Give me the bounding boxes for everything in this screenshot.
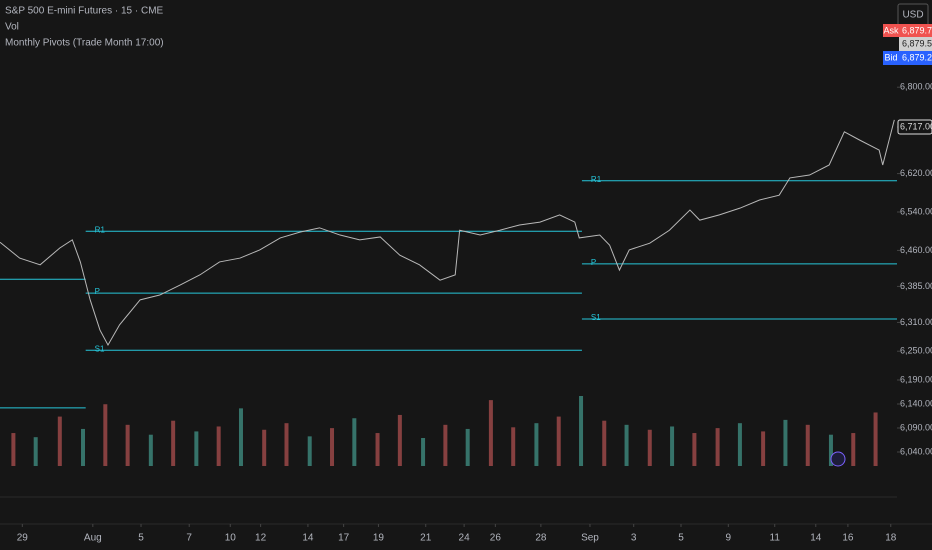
y-tick-label: 6,620.00 [900,168,932,178]
x-tick-label: 28 [535,533,547,544]
pivot-label: S1 [591,313,601,322]
volume-bar [488,400,493,466]
pivot-label: R1 [95,225,106,234]
ask-badge [883,24,899,37]
x-tick-label: 14 [810,533,822,544]
volume-bar [11,433,16,466]
volume-bar [57,416,62,466]
volume-bar [851,433,856,466]
volume-bar [148,434,153,466]
indicator-label: Vol [5,22,19,33]
volume-bar [375,433,380,466]
x-tick-label: 7 [186,533,192,544]
y-tick-label: 6,460.00 [900,245,932,255]
pivot-label: P [591,258,596,267]
y-tick-label: 6,385.00 [900,281,932,291]
volume-bar [579,396,584,466]
y-tick-label: 6,250.00 [900,346,932,356]
volume-bar [125,424,130,466]
volume-bar [284,423,289,466]
volume-bar [670,426,675,466]
volume-bar [194,431,199,466]
volume-bar [783,419,788,466]
volume-bar [805,424,810,466]
y-tick-label: 6,800.00 [900,82,932,92]
volume-bar [443,424,448,466]
bid-price: 6,879.25 [902,52,932,62]
last-price-label: 6,717.00 [900,121,932,131]
volume-bar [307,436,312,466]
y-tick-label: 6,090.00 [900,422,932,432]
x-tick-label: 16 [842,533,854,544]
volume-bar [534,423,539,466]
x-tick-label: 17 [338,533,350,544]
bid-label: Bid [884,52,897,62]
bid-price-box [899,51,932,65]
y-tick-label: 6,190.00 [900,374,932,384]
ask-price: 6,879.75 [902,25,932,35]
volume-bar [715,428,720,466]
volume-bar [692,433,697,466]
volume-bar [511,427,516,466]
volume-bar [737,423,742,466]
x-tick-label: 21 [420,533,432,544]
mid-price: 6,879.50 [902,38,932,48]
y-tick-label: 6,310.00 [900,317,932,327]
volume-bar [397,414,402,466]
volume-bar [262,429,267,466]
volume-bar [216,426,221,466]
volume-bar [873,412,878,466]
x-tick-label: 5 [138,533,144,544]
volume-bar [624,424,629,466]
pivot-label: S1 [95,344,105,353]
bid-badge [883,51,899,65]
x-tick-label: 18 [885,533,897,544]
x-tick-label: 26 [490,533,502,544]
volume-bar [81,428,86,466]
price-line [0,119,895,346]
last-price-box [897,119,932,135]
event-icon[interactable] [830,451,846,467]
x-tick-label: Aug [84,533,102,544]
pivot-label: P [95,287,100,296]
indicator-label: Monthly Pivots (Trade Month 17:00) [5,38,164,49]
ask-price-box [899,24,932,37]
y-tick-label: 6,040.00 [900,446,932,456]
volume-bar [33,437,38,466]
currency[interactable]: USD [902,10,923,21]
x-tick-label: 12 [255,533,267,544]
volume-bar [421,438,426,466]
volume-bar [238,408,243,466]
volume-bar [556,416,561,466]
volume-bar [761,431,766,466]
volume-bar [171,420,176,466]
chart-title: S&P 500 E-mini Futures · 15 · CME [5,6,164,17]
mid-price-box [899,37,932,51]
x-tick-label: 3 [631,533,637,544]
y-tick-label: 6,140.00 [900,398,932,408]
x-tick-label: 11 [770,533,781,544]
x-tick-label: 5 [678,533,684,544]
x-tick-label: 10 [225,533,237,544]
volume-bar [647,429,652,466]
ask-label: Ask [883,25,899,35]
volume-bar [828,434,833,466]
x-tick-label: 14 [302,533,314,544]
volume-bar [330,428,335,466]
x-tick-label: 9 [726,533,732,544]
x-tick-label: 19 [373,533,385,544]
y-tick-label: 6,540.00 [900,206,932,216]
volume-bar [103,404,108,466]
volume-bar [602,420,607,466]
x-tick-label: 29 [17,533,29,544]
volume-bar [465,428,470,466]
volume-bar [352,418,357,466]
x-tick-label: Sep [581,533,599,544]
x-tick-label: 24 [459,533,471,544]
pivot-label: R1 [591,175,602,184]
